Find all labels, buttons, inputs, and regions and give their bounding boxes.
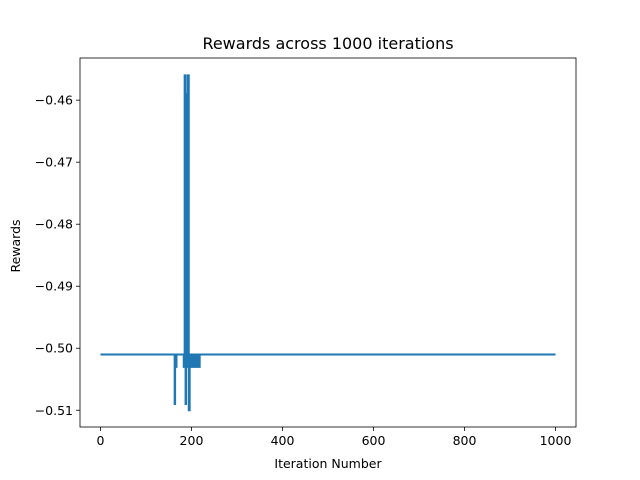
x-tick-label: 200 [180,433,204,448]
plot-area: 0 200 400 600 800 1000 −0.51 −0.50 −0.49 −0.48 −0.… [35,57,577,448]
x-axis-label: Iteration Number [274,456,382,471]
x-tick-label: 400 [271,433,295,448]
x-tick-label: 0 [97,433,105,448]
y-axis-label: Rewards [8,219,23,272]
x-tick-label: 1000 [540,433,572,448]
y-tick-label: −0.48 [35,217,73,232]
series-line-0 [100,74,556,412]
chart-title: Rewards across 1000 iterations [202,34,453,53]
y-tick-label: −0.46 [35,93,73,108]
y-tick-label: −0.47 [35,155,73,170]
x-tick-label: 800 [453,433,477,448]
y-tick-label: −0.51 [35,403,73,418]
x-tick-label: 600 [362,433,386,448]
y-tick-label: −0.49 [35,279,73,294]
axes-frame [79,57,577,428]
y-tick-label: −0.50 [35,341,73,356]
